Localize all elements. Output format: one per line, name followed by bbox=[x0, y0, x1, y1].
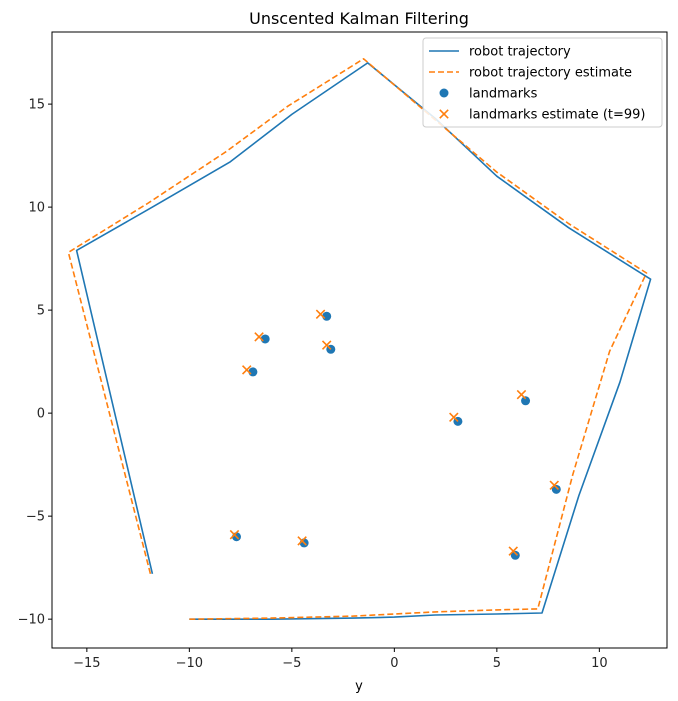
legend-item: landmarks estimate (t=99) bbox=[439, 108, 646, 123]
y-tick-label: −5 bbox=[26, 510, 45, 525]
x-tick-label: 0 bbox=[390, 656, 398, 671]
x-tick-label: −5 bbox=[282, 656, 301, 671]
chart-title: Unscented Kalman Filtering bbox=[249, 9, 469, 28]
landmark-point bbox=[510, 550, 520, 560]
x-tick-label: −15 bbox=[73, 656, 100, 671]
y-tick-label: 15 bbox=[28, 98, 45, 113]
landmark-estimate-point bbox=[297, 536, 307, 546]
legend: robot trajectory robot trajectory estimat… bbox=[422, 37, 663, 128]
y-tick-label: 10 bbox=[28, 201, 45, 216]
plot-area bbox=[67, 57, 652, 621]
y-tick-label: 5 bbox=[37, 304, 45, 319]
legend-item: robot trajectory bbox=[429, 45, 571, 60]
landmark-estimate-point bbox=[254, 332, 264, 342]
landmark-estimate-point bbox=[449, 412, 459, 423]
plot-frame bbox=[51, 31, 668, 649]
x-tick-label: −10 bbox=[176, 656, 203, 671]
landmark-estimate-point bbox=[241, 365, 252, 375]
legend-x-marker bbox=[439, 109, 449, 119]
x-axis-label: y bbox=[355, 679, 363, 694]
legend-label: robot trajectory estimate bbox=[469, 66, 632, 81]
series-landmarks bbox=[232, 311, 561, 560]
legend-label: robot trajectory bbox=[469, 45, 571, 60]
legend-item: robot trajectory estimate bbox=[429, 66, 632, 81]
x-tick-label: 10 bbox=[591, 656, 608, 671]
landmark-estimate-point bbox=[321, 340, 332, 350]
legend-box bbox=[422, 37, 663, 128]
y-tick-label: −10 bbox=[18, 613, 45, 628]
landmark-estimate-point bbox=[508, 546, 519, 556]
series-robot-trajectory-estimate bbox=[67, 57, 648, 620]
series-robot-trajectory bbox=[75, 62, 652, 621]
x-axis: −15 −10 −5 0 5 10 bbox=[73, 648, 608, 671]
x-tick-label: 5 bbox=[493, 656, 501, 671]
legend-label: landmarks bbox=[469, 87, 538, 102]
landmark-point bbox=[551, 484, 561, 494]
landmark-estimate-point bbox=[229, 529, 240, 540]
y-tick-label: 0 bbox=[37, 407, 45, 422]
series-landmarks-estimate bbox=[229, 309, 560, 556]
legend-item: landmarks bbox=[439, 87, 538, 102]
landmark-point bbox=[521, 396, 531, 406]
landmark-estimate-point bbox=[549, 480, 560, 491]
landmark-estimate-point bbox=[315, 309, 326, 320]
landmark-estimate-point bbox=[516, 389, 527, 400]
legend-label: landmarks estimate (t=99) bbox=[469, 108, 646, 123]
y-axis: −10 −5 0 5 10 15 bbox=[18, 98, 52, 628]
